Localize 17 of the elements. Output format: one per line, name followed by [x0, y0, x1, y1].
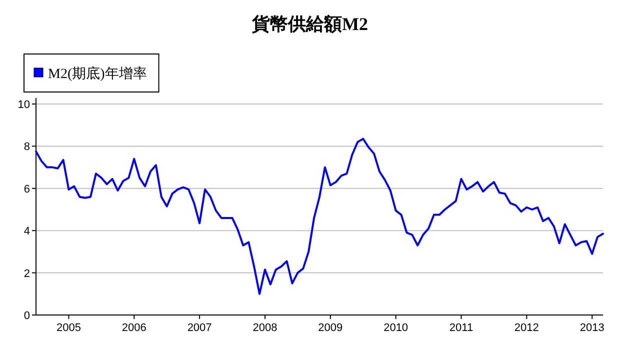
- x-tick-label: 2006: [122, 322, 146, 334]
- chart-title: 貨幣供給額M2: [251, 14, 368, 34]
- y-tick-label: 8: [24, 141, 30, 154]
- x-tick-label: 2010: [384, 322, 408, 334]
- x-tick-label: 2005: [56, 322, 81, 334]
- y-tick-label: 2: [24, 268, 30, 280]
- x-tick-label: 2007: [187, 322, 212, 334]
- x-tick-label: 2012: [514, 322, 539, 334]
- legend-label: M2(期底)年增率: [48, 66, 147, 82]
- y-tick-label: 0: [24, 310, 30, 322]
- y-tick-label: 4: [24, 226, 30, 238]
- y-tick-label: 10: [18, 99, 30, 111]
- x-tick-label: 2013: [580, 322, 604, 334]
- x-tick-label: 2008: [252, 322, 278, 334]
- x-tick-label: 2011: [449, 322, 474, 334]
- x-tick-label: 2009: [318, 322, 343, 334]
- y-tick-label: 6: [24, 183, 30, 196]
